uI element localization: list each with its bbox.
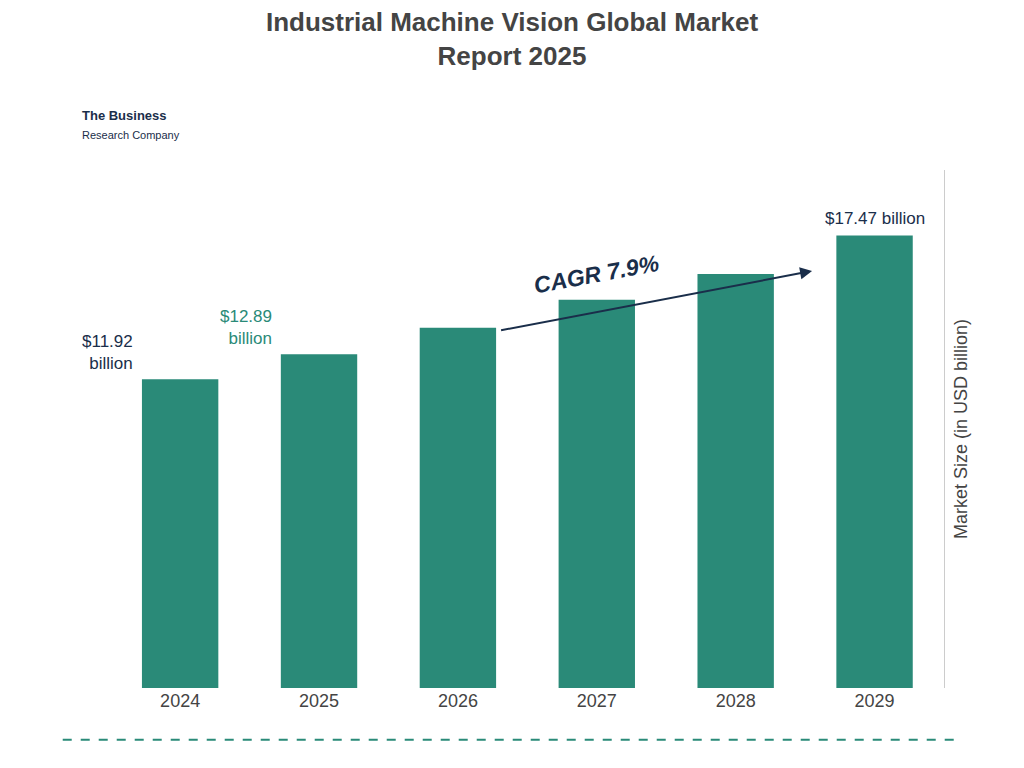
svg-text:2026: 2026 (438, 691, 478, 711)
svg-text:$17.47 billion: $17.47 billion (825, 209, 925, 228)
svg-text:Market Size (in USD billion): Market Size (in USD billion) (951, 319, 971, 539)
svg-text:The Business: The Business (82, 108, 167, 123)
svg-text:2027: 2027 (577, 691, 617, 711)
svg-text:2028: 2028 (716, 691, 756, 711)
svg-text:$11.92billion: $11.92billion (82, 332, 133, 373)
svg-text:Research Company: Research Company (82, 129, 180, 141)
svg-text:Industrial Machine Vision Glob: Industrial Machine Vision Global MarketR… (266, 7, 759, 71)
svg-text:2029: 2029 (855, 691, 895, 711)
svg-text:CAGR 7.9%: CAGR 7.9% (532, 250, 661, 298)
svg-text:$12.89billion: $12.89billion (220, 307, 272, 348)
svg-text:2025: 2025 (299, 691, 339, 711)
svg-text:2024: 2024 (160, 691, 200, 711)
